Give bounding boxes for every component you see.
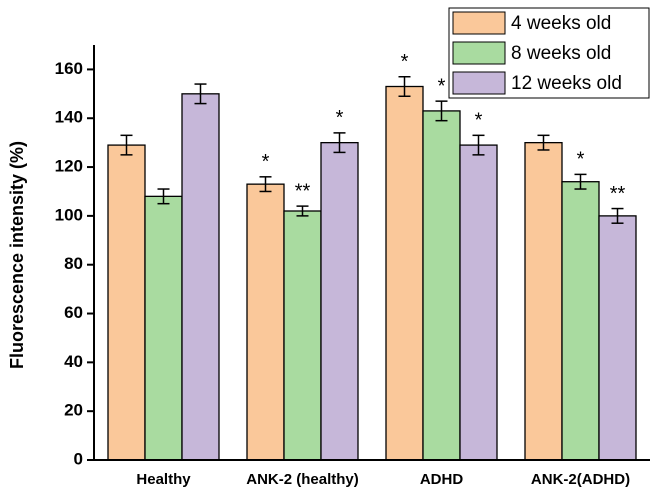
legend-label: 8 weeks old	[511, 43, 611, 64]
y-tick-label: 100	[55, 205, 83, 224]
bar	[385, 85, 424, 461]
y-tick-label: 20	[64, 401, 83, 420]
y-tick-label: 140	[55, 108, 83, 127]
legend-swatch	[452, 11, 506, 35]
x-tick-label: ADHD	[420, 471, 463, 488]
legend-label: 12 weeks old	[511, 73, 622, 94]
significance-mark: *	[401, 51, 409, 73]
significance-mark: *	[336, 107, 344, 129]
significance-mark: **	[610, 183, 626, 205]
y-axis-label: Fluorescence intensity (%)	[7, 141, 27, 369]
y-tick-label: 40	[64, 352, 83, 371]
y-tick-label: 80	[64, 254, 83, 273]
significance-mark: *	[438, 75, 446, 97]
bar	[459, 144, 498, 461]
bar	[320, 141, 359, 461]
significance-mark: *	[577, 149, 585, 171]
significance-mark: *	[262, 151, 270, 173]
bar	[598, 215, 637, 461]
x-tick-label: ANK-2 (healthy)	[246, 471, 359, 488]
bar	[524, 141, 563, 461]
x-tick-label: Healthy	[136, 471, 191, 488]
y-tick-label: 160	[55, 59, 83, 78]
legend-swatch	[452, 41, 506, 65]
legend-swatch	[452, 71, 506, 95]
x-tick-label: ANK-2(ADHD)	[531, 471, 630, 488]
bar	[422, 110, 461, 461]
legend-label: 4 weeks old	[511, 13, 611, 34]
bar	[246, 183, 285, 461]
bar	[181, 93, 220, 461]
y-tick-label: 120	[55, 157, 83, 176]
bar	[144, 195, 183, 461]
bar	[283, 210, 322, 461]
significance-mark: **	[295, 180, 311, 202]
y-tick-label: 60	[64, 303, 83, 322]
significance-mark: *	[475, 110, 483, 132]
bar	[561, 181, 600, 461]
bar	[107, 144, 146, 461]
y-tick-label: 0	[74, 449, 83, 468]
